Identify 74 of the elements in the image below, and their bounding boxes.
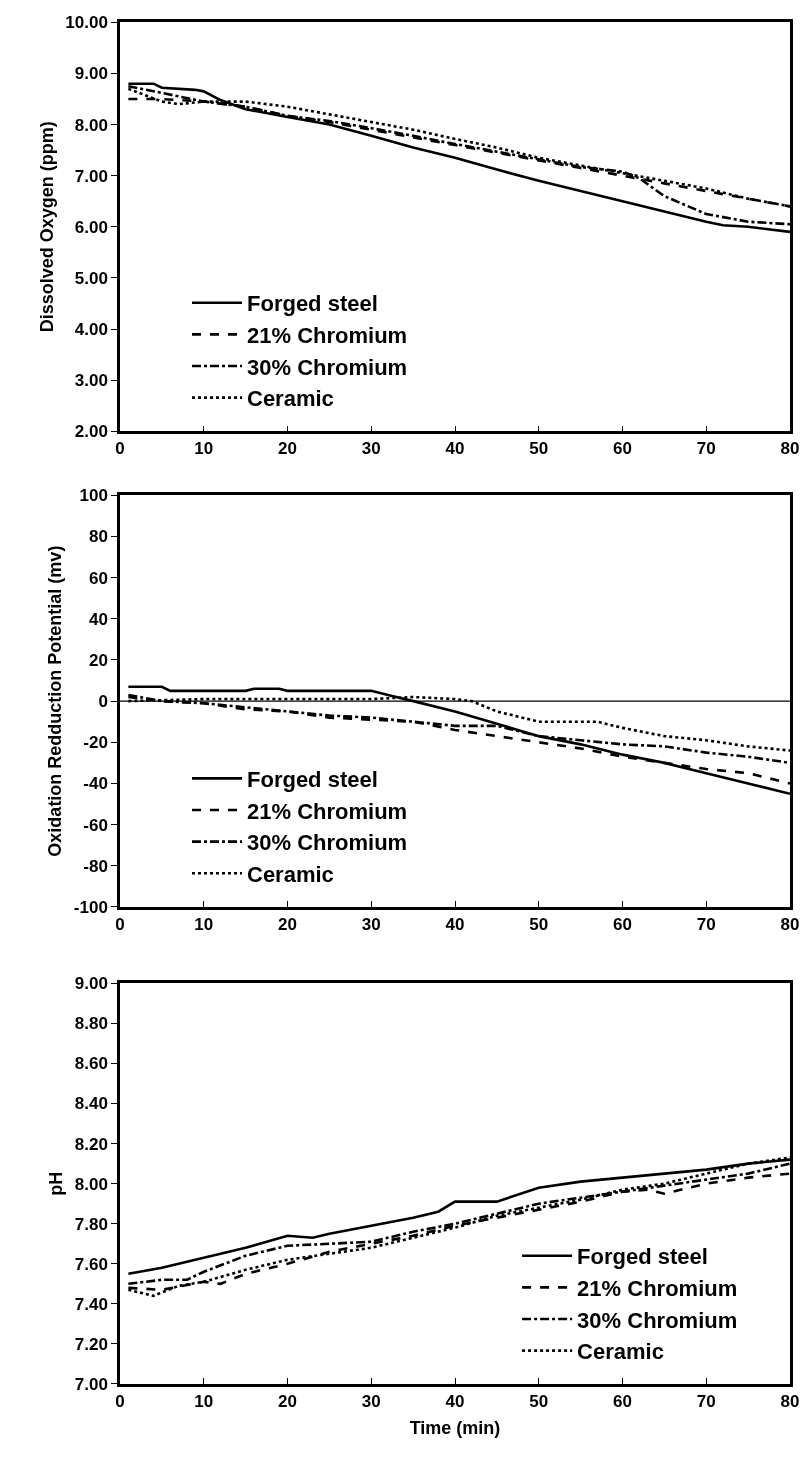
x-tick-label: 30	[361, 1392, 381, 1412]
legend-label: 21% Chromium	[247, 322, 408, 348]
x-tick-label: 70	[696, 915, 716, 935]
y-tick-label: 7.60	[74, 1254, 108, 1274]
x-tick-label: 60	[613, 439, 632, 459]
x-tick-label: 0	[115, 915, 125, 935]
y-tick-label: 5.00	[74, 268, 108, 288]
legend-label: 30% Chromium	[247, 830, 408, 856]
y-tick-label: 8.40	[74, 1094, 108, 1114]
y-tick-label: 9.00	[74, 64, 108, 84]
x-tick-label: 20	[278, 915, 297, 935]
y-axis-title: Dissolved Oxygen (ppm)	[36, 121, 57, 333]
y-tick-label: 7.00	[74, 1374, 108, 1394]
y-tick-label: 2.00	[74, 422, 108, 442]
y-tick-label: 7.20	[74, 1334, 108, 1354]
y-tick-label: 8.80	[74, 1014, 108, 1034]
x-tick-label: 40	[445, 915, 465, 935]
x-tick-label: 20	[278, 1392, 297, 1412]
y-tick-label: 0	[98, 692, 108, 712]
x-tick-label: 30	[361, 915, 381, 935]
y-tick-label: 8.20	[74, 1134, 108, 1154]
y-tick-label: 9.00	[74, 974, 108, 994]
x-tick-label: 60	[613, 1392, 632, 1412]
legend-label: 30% Chromium	[577, 1307, 738, 1333]
x-tick-label: 0	[115, 1392, 125, 1412]
y-tick-label: 8.00	[74, 1174, 108, 1194]
x-tick-label: 70	[696, 439, 716, 459]
y-tick-label: 100	[79, 486, 108, 506]
x-tick-label: 80	[780, 439, 800, 459]
y-tick-label: 8.00	[74, 115, 108, 135]
y-tick-label: -40	[83, 774, 108, 794]
x-tick-label: 50	[529, 915, 549, 935]
y-tick-label: 60	[88, 568, 108, 588]
x-tick-label: 20	[278, 439, 297, 459]
x-tick-label: 80	[780, 915, 800, 935]
x-tick-label: 10	[194, 1392, 214, 1412]
x-tick-label: 60	[613, 915, 632, 935]
y-tick-label: 7.80	[74, 1214, 108, 1234]
legend-label: Forged steel	[577, 1244, 708, 1270]
legend-label: Ceramic	[247, 386, 334, 412]
x-axis-title: Time (min)	[409, 1418, 501, 1439]
legend-label: Forged steel	[247, 291, 378, 317]
x-tick-label: 50	[529, 439, 549, 459]
y-tick-label: 10.00	[65, 13, 108, 33]
y-tick-label: 3.00	[74, 371, 108, 391]
y-tick-label: -80	[83, 856, 108, 876]
y-tick-label: 7.40	[74, 1294, 108, 1314]
legend-label: Ceramic	[247, 861, 334, 887]
legend-label: 21% Chromium	[577, 1275, 738, 1301]
y-tick-label: 80	[88, 527, 108, 547]
x-tick-label: 40	[445, 439, 465, 459]
x-tick-label: 40	[445, 1392, 465, 1412]
y-tick-label: -60	[83, 815, 108, 835]
x-tick-label: 0	[115, 439, 125, 459]
x-tick-label: 10	[194, 915, 214, 935]
x-tick-label: 80	[780, 1392, 800, 1412]
y-tick-label: 40	[88, 609, 108, 629]
y-axis-title: Oxidation Redduction Potential (mv)	[45, 545, 66, 857]
y-tick-label: 8.60	[74, 1054, 108, 1074]
legend-label: 21% Chromium	[247, 798, 408, 824]
legend-label: 30% Chromium	[247, 354, 408, 380]
legend-label: Forged steel	[247, 766, 378, 792]
x-tick-label: 50	[529, 1392, 549, 1412]
x-tick-label: 10	[194, 439, 214, 459]
x-tick-label: 70	[696, 1392, 716, 1412]
legend-label: Ceramic	[577, 1339, 664, 1365]
y-tick-label: 4.00	[74, 319, 108, 339]
y-axis-title: pH	[45, 1171, 66, 1196]
y-tick-label: -20	[83, 733, 108, 753]
y-tick-label: -100	[73, 897, 108, 917]
y-tick-label: 6.00	[74, 217, 108, 237]
y-tick-label: 20	[88, 650, 108, 670]
x-tick-label: 30	[361, 439, 381, 459]
y-tick-label: 7.00	[74, 166, 108, 186]
